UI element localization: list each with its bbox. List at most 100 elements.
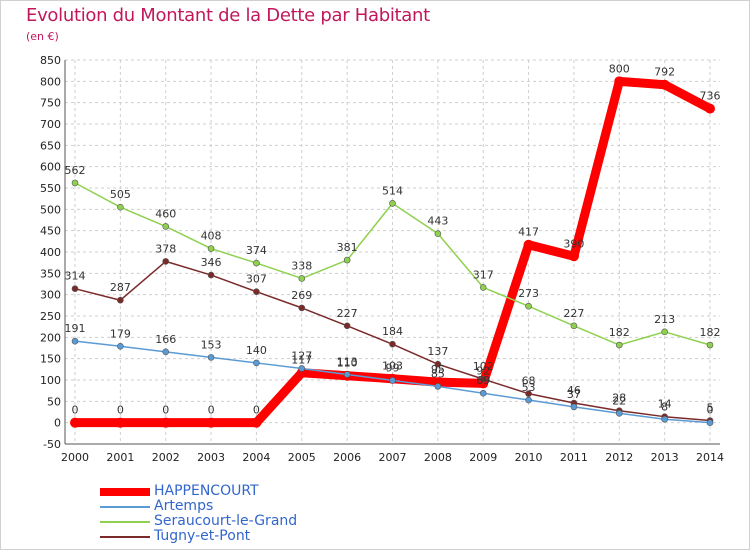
y-tick-label: 600: [40, 161, 61, 174]
data-point: [115, 417, 126, 428]
x-tick-label: 2006: [333, 451, 361, 464]
data-label: 166: [155, 333, 176, 346]
data-point: [479, 389, 487, 397]
data-label: 213: [654, 313, 675, 326]
y-tick-label: 0: [54, 417, 61, 430]
data-label: 269: [291, 289, 312, 302]
data-label: 85: [431, 367, 445, 380]
data-label: 408: [201, 230, 222, 243]
data-point: [71, 179, 79, 187]
legend-item: Artemps: [100, 498, 400, 514]
data-label: 92: [476, 364, 490, 377]
legend-swatch: [100, 521, 150, 523]
data-point: [434, 230, 442, 237]
data-label: 53: [522, 381, 536, 394]
y-tick-label: 250: [40, 310, 61, 323]
data-point: [117, 203, 124, 211]
y-tick-label: 350: [40, 267, 61, 280]
x-tick-label: 2001: [106, 451, 134, 464]
y-tick-label: 700: [40, 118, 61, 131]
legend-swatch: [100, 536, 150, 538]
y-tick-label: 500: [40, 203, 61, 216]
y-tick-label: 100: [40, 374, 61, 387]
data-point: [343, 322, 351, 330]
data-label: 417: [518, 226, 539, 239]
data-point: [207, 354, 215, 361]
data-label: 514: [382, 184, 403, 197]
data-point: [162, 258, 170, 265]
data-label: 5: [707, 402, 714, 415]
data-label: 182: [609, 326, 630, 339]
data-point: [207, 271, 215, 279]
data-label: 68: [522, 375, 536, 388]
y-tick-label: 200: [40, 331, 61, 344]
data-label: 443: [427, 215, 448, 228]
data-point: [706, 419, 714, 426]
data-point: [568, 251, 579, 262]
x-tick-label: 2009: [469, 451, 497, 464]
data-label: 0: [72, 404, 79, 417]
data-label: 505: [110, 188, 131, 201]
data-label: 273: [518, 287, 539, 300]
x-tick-label: 2005: [288, 451, 316, 464]
data-label: 800: [609, 62, 630, 75]
x-tick-label: 2013: [651, 451, 679, 464]
data-label: 0: [707, 404, 714, 417]
legend-label: Tugny-et-Pont: [154, 528, 251, 544]
data-point: [389, 377, 396, 384]
x-tick-label: 2004: [242, 451, 270, 464]
data-point: [160, 417, 171, 428]
data-label: 99: [386, 361, 400, 374]
data-point: [162, 223, 170, 230]
y-tick-label: -50: [43, 438, 61, 451]
chart-subtitle: (en €): [26, 30, 59, 43]
line-chart: -500501001502002503003504004505005506006…: [40, 54, 724, 464]
chart-legend: HAPPENCOURT Artemps Seraucourt-le-Grand Tug…: [100, 483, 400, 544]
data-label: 140: [246, 344, 267, 357]
data-label: 390: [563, 237, 584, 250]
data-label: 191: [65, 322, 86, 335]
legend-label: Artemps: [154, 498, 214, 514]
y-tick-label: 800: [40, 75, 61, 88]
data-point: [705, 103, 715, 114]
legend-item: Seraucourt-le-Grand: [100, 513, 400, 529]
data-label: 137: [427, 345, 448, 358]
data-point: [206, 417, 217, 428]
data-label: 127: [291, 349, 312, 362]
x-tick-label: 2010: [515, 451, 543, 464]
x-tick-label: 2014: [696, 451, 724, 464]
data-point: [615, 341, 623, 349]
y-tick-label: 400: [40, 246, 61, 259]
data-label: 0: [253, 404, 260, 417]
data-label: 227: [337, 307, 358, 320]
y-tick-label: 150: [40, 353, 61, 366]
data-point: [251, 417, 262, 428]
data-point: [298, 365, 306, 372]
data-point: [70, 417, 80, 428]
x-tick-label: 2007: [379, 451, 407, 464]
legend-label: Seraucourt-le-Grand: [154, 513, 298, 529]
x-tick-label: 2008: [424, 451, 452, 464]
data-label: 287: [110, 281, 131, 294]
data-label: 227: [563, 307, 584, 320]
data-point: [207, 245, 215, 252]
data-label: 22: [612, 394, 626, 407]
x-tick-label: 2002: [152, 451, 180, 464]
data-label: 0: [117, 404, 124, 417]
data-point: [525, 396, 532, 404]
data-label: 182: [700, 326, 721, 339]
legend-item: Tugny-et-Pont: [100, 528, 400, 544]
data-point: [389, 340, 396, 348]
data-point: [343, 256, 351, 264]
data-point: [479, 375, 487, 383]
data-point: [71, 285, 79, 292]
data-label: 307: [246, 273, 267, 286]
data-label: 792: [654, 66, 675, 79]
data-label: 37: [567, 388, 581, 401]
data-point: [661, 328, 668, 336]
x-tick-label: 2003: [197, 451, 225, 464]
y-tick-label: 550: [40, 182, 61, 195]
y-tick-label: 50: [47, 395, 61, 408]
data-point: [389, 200, 396, 207]
